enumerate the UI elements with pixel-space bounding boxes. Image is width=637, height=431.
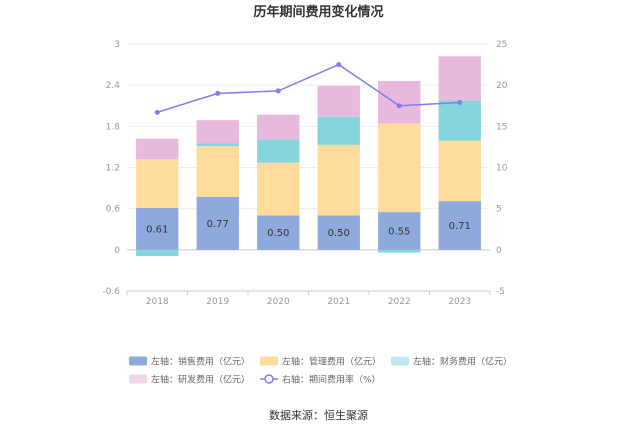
legend-swatch [129,374,147,384]
bar-segment [317,144,360,216]
bar-segment [257,162,300,216]
y-right-tick-label: 0 [496,246,502,256]
y-left-tick-label: 3 [114,40,120,50]
axes: -0.6 0 0.6 1.2 1.8 2.4 3 -5 0 5 10 15 20 25 2018 2019 20… [102,40,507,307]
bar-segment [438,56,481,101]
bar-value-label: 0.71 [449,221,471,232]
bar-value-label: 0.77 [207,219,229,230]
rate-point [396,103,402,109]
x-tick-label: 2022 [388,297,411,307]
y-right-tick-label: 10 [496,164,508,174]
y-right-tick-label: -5 [496,287,505,297]
legend-label: 左轴：销售费用（亿元） [151,356,250,368]
legend-swatch [260,356,278,366]
y-left-tick-label: 0 [114,246,120,256]
rate-point [154,109,160,115]
bar-segment [196,197,239,250]
rate-point [275,88,281,94]
rate-line [154,62,463,115]
y-right-tick-label: 20 [496,81,508,91]
legend-swatch [129,356,147,366]
rate-polyline [157,63,460,114]
bar-segment [438,201,481,250]
bar-segment [136,138,179,160]
bar-segment [438,100,481,141]
y-right-tick-label: 15 [496,122,507,132]
legend-point-marker [264,374,274,384]
bar-segment [438,140,481,202]
x-tick-label: 2019 [206,297,229,307]
data-source: 数据来源：恒生聚源 [269,408,368,422]
bar-value-label: 0.55 [388,226,410,237]
y-left-tick-label: 2.4 [106,81,121,91]
bar-segment [257,114,300,140]
chart-title: 历年期间费用变化情况 [253,4,383,20]
x-tick-label: 2020 [267,297,290,307]
legend-label: 左轴：研发费用（亿元） [151,374,250,386]
bar-segment [317,116,360,145]
bar-segment [317,85,360,117]
bar-segment [378,81,421,124]
bar-segment [257,139,300,163]
x-tick-label: 2021 [327,297,350,307]
bar-segment [257,215,300,250]
bar-segment [136,159,179,208]
grid [127,43,490,292]
bar-segment [196,143,239,147]
y-left-tick-label: 1.2 [106,164,120,174]
bar-value-label: 0.50 [328,228,350,239]
y-right-tick-label: 5 [496,205,502,215]
bar-segment [196,120,239,144]
bar-segment [317,215,360,250]
y-left-tick-label: 1.8 [106,122,121,132]
rate-point [457,99,463,105]
legend-label: 左轴：管理费用（亿元） [282,356,381,368]
bar-segment [378,249,421,253]
legend-label: 右轴：期间费用率（%） [282,374,381,386]
legend-swatch [391,356,409,366]
bar-segment [196,146,239,198]
legend-label: 左轴：财务费用（亿元） [413,356,512,368]
x-tick-label: 2018 [146,297,169,307]
bar-labels: 0.61 0.77 0.50 0.50 0.55 0.71 [146,219,471,239]
bar-segment [378,123,421,213]
y-right-tick-label: 25 [496,40,507,50]
bars [136,56,481,257]
bar-value-label: 0.50 [267,228,289,239]
bar-segment [378,212,421,250]
bar-segment [136,249,179,257]
rate-point [336,62,342,68]
legend[interactable]: 左轴：销售费用（亿元） 左轴：管理费用（亿元） 左轴：财务费用（亿元） 左轴：研发费用… [129,356,512,386]
bar-value-label: 0.61 [146,224,168,235]
rate-point [215,90,221,96]
bar-segment [136,207,179,250]
y-left-tick-label: 0.6 [106,205,121,215]
y-left-tick-label: -0.6 [102,287,120,297]
x-tick-label: 2023 [448,297,471,307]
